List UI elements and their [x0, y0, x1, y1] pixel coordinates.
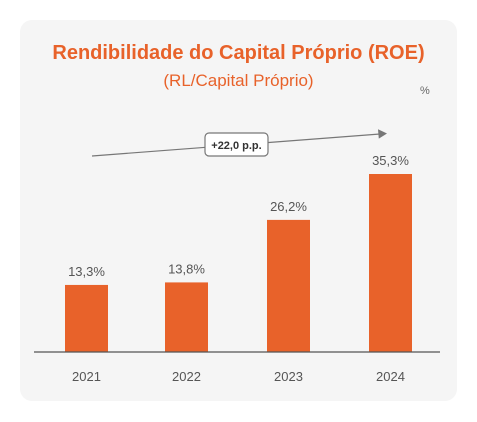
x-tick-label-2022: 2022	[172, 369, 201, 384]
value-label-2022: 13,8%	[168, 261, 205, 276]
trend-annotation: +22,0 p.p.	[92, 129, 387, 156]
chart-card: Rendibilidade do Capital Próprio (ROE) (…	[20, 20, 457, 401]
value-label-2021: 13,3%	[68, 264, 105, 279]
x-tick-label-2023: 2023	[274, 369, 303, 384]
value-label-2023: 26,2%	[270, 199, 307, 214]
bar-chart: +22,0 p.p. 13,3% 13,8% 26,2% 35,3% 2021 2022…	[20, 20, 457, 401]
x-tick-label-2024: 2024	[376, 369, 405, 384]
bar-2024	[369, 174, 412, 352]
x-tick-labels: 2021 2022 2023 2024	[72, 369, 405, 384]
value-labels: 13,3% 13,8% 26,2% 35,3%	[68, 153, 409, 279]
bars	[65, 174, 412, 352]
bar-2021	[65, 285, 108, 352]
bar-2022	[165, 282, 208, 352]
trend-arrow-head	[378, 129, 387, 138]
x-tick-label-2021: 2021	[72, 369, 101, 384]
trend-label: +22,0 p.p.	[211, 140, 261, 152]
bar-2023	[267, 220, 310, 352]
value-label-2024: 35,3%	[372, 153, 409, 168]
